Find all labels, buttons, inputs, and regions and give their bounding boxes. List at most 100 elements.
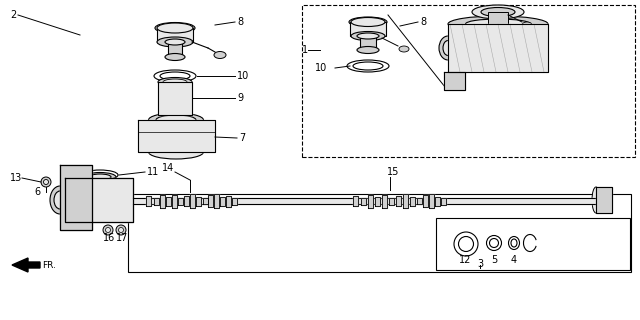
Text: 8: 8 xyxy=(237,17,243,27)
Polygon shape xyxy=(353,196,358,206)
Polygon shape xyxy=(214,194,218,208)
Polygon shape xyxy=(444,72,465,90)
Polygon shape xyxy=(145,196,150,206)
Ellipse shape xyxy=(158,110,192,119)
Text: 12: 12 xyxy=(459,255,472,265)
Text: 8: 8 xyxy=(420,17,426,27)
Ellipse shape xyxy=(448,16,548,32)
Text: 14: 14 xyxy=(162,163,174,173)
Circle shape xyxy=(601,197,607,203)
Ellipse shape xyxy=(443,41,453,55)
Ellipse shape xyxy=(592,187,600,213)
Polygon shape xyxy=(410,196,415,205)
Text: 5: 5 xyxy=(491,255,497,265)
Ellipse shape xyxy=(165,53,185,60)
Circle shape xyxy=(106,228,111,233)
Ellipse shape xyxy=(357,33,379,39)
Polygon shape xyxy=(65,178,133,222)
Polygon shape xyxy=(60,165,92,230)
Polygon shape xyxy=(195,196,200,205)
Polygon shape xyxy=(138,120,215,152)
Bar xyxy=(436,218,630,270)
Polygon shape xyxy=(396,196,401,206)
Polygon shape xyxy=(422,195,428,207)
Polygon shape xyxy=(133,198,610,204)
Circle shape xyxy=(44,180,49,185)
Text: 6: 6 xyxy=(34,187,40,197)
Circle shape xyxy=(41,177,51,187)
Text: 16: 16 xyxy=(103,233,115,243)
Text: 10: 10 xyxy=(315,63,327,73)
Text: 15: 15 xyxy=(387,167,399,177)
Polygon shape xyxy=(220,196,225,205)
Text: 13: 13 xyxy=(10,173,22,183)
Text: 7: 7 xyxy=(239,133,245,143)
Ellipse shape xyxy=(355,19,381,26)
Polygon shape xyxy=(403,194,408,208)
Polygon shape xyxy=(154,197,159,204)
Polygon shape xyxy=(184,196,189,206)
Text: 9: 9 xyxy=(237,93,243,103)
Ellipse shape xyxy=(465,19,531,29)
Polygon shape xyxy=(202,198,207,204)
Polygon shape xyxy=(435,196,440,205)
Text: 10: 10 xyxy=(237,71,249,81)
Bar xyxy=(488,12,508,24)
Polygon shape xyxy=(360,197,365,204)
Text: 1: 1 xyxy=(302,45,308,55)
Ellipse shape xyxy=(157,23,193,33)
Ellipse shape xyxy=(148,113,204,127)
Polygon shape xyxy=(158,82,192,115)
Ellipse shape xyxy=(84,172,116,181)
Ellipse shape xyxy=(89,174,111,180)
Polygon shape xyxy=(189,194,195,208)
Ellipse shape xyxy=(522,22,532,28)
Bar xyxy=(360,35,376,50)
Text: 4: 4 xyxy=(511,255,517,265)
Polygon shape xyxy=(388,197,394,204)
Ellipse shape xyxy=(351,18,385,27)
Bar xyxy=(168,41,182,57)
Polygon shape xyxy=(417,198,422,204)
Circle shape xyxy=(116,225,126,235)
Polygon shape xyxy=(172,195,177,207)
Ellipse shape xyxy=(161,25,189,31)
Ellipse shape xyxy=(214,52,226,59)
Ellipse shape xyxy=(163,79,187,85)
Circle shape xyxy=(72,219,80,227)
Ellipse shape xyxy=(50,186,70,214)
Bar xyxy=(302,5,635,157)
Ellipse shape xyxy=(157,37,193,47)
Polygon shape xyxy=(207,195,212,207)
Polygon shape xyxy=(225,196,230,206)
Bar xyxy=(128,194,631,272)
Ellipse shape xyxy=(156,115,196,125)
Ellipse shape xyxy=(155,22,195,34)
Text: 11: 11 xyxy=(147,167,159,177)
Circle shape xyxy=(450,82,458,90)
Ellipse shape xyxy=(481,7,515,17)
Polygon shape xyxy=(374,196,380,205)
Polygon shape xyxy=(166,196,170,205)
Polygon shape xyxy=(448,24,548,72)
Polygon shape xyxy=(12,258,40,272)
Text: 3: 3 xyxy=(477,259,483,269)
Text: 17: 17 xyxy=(116,233,129,243)
Ellipse shape xyxy=(357,46,379,53)
Polygon shape xyxy=(159,195,164,207)
Polygon shape xyxy=(440,197,445,204)
Ellipse shape xyxy=(158,77,192,86)
Ellipse shape xyxy=(148,145,204,159)
Circle shape xyxy=(118,228,124,233)
Polygon shape xyxy=(429,194,433,208)
Ellipse shape xyxy=(399,46,409,52)
Text: FR.: FR. xyxy=(42,260,56,269)
Polygon shape xyxy=(381,195,387,207)
Ellipse shape xyxy=(349,17,387,27)
Bar xyxy=(350,22,386,36)
Ellipse shape xyxy=(54,191,66,209)
Polygon shape xyxy=(177,197,182,204)
Ellipse shape xyxy=(165,39,185,45)
Polygon shape xyxy=(232,197,237,204)
Polygon shape xyxy=(367,195,372,207)
